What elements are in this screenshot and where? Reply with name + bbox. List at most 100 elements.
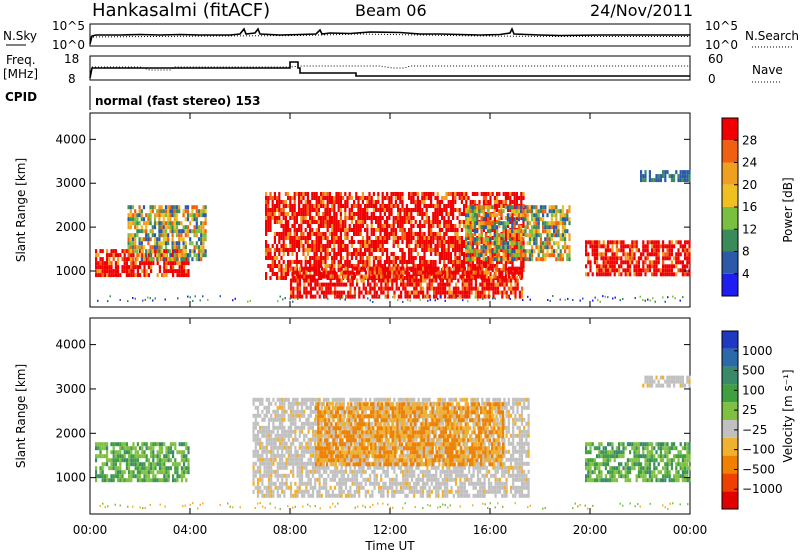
power-cell [344,216,347,220]
power-cell [611,244,614,249]
power-cell [564,241,567,246]
power-cell [515,276,518,280]
power-cell [412,232,415,236]
power-cell [278,252,281,256]
power-cell [489,196,492,200]
power-cell [315,256,318,260]
velocity-cell [261,493,264,498]
power-cell [375,244,378,248]
power-cell [465,196,468,200]
power-ground-cell [152,299,154,302]
power-cell [473,225,476,230]
power-cell [172,273,175,278]
power-cell [460,240,463,244]
velocity-cell [303,413,306,418]
power-cell [267,200,270,204]
velocity-cell [327,437,330,442]
power-cell [620,248,623,253]
velocity-cell [141,478,144,483]
power-cell [474,274,477,279]
power-cell [489,260,492,264]
power-cell [622,240,625,245]
power-cell [379,256,382,260]
power-cell [673,174,676,179]
power-cell [353,240,356,244]
velocity-cell [95,454,98,459]
velocity-cell [316,489,319,494]
velocity-cell [165,446,168,451]
power-cell [134,241,137,246]
power-cell [640,272,643,277]
velocity-cell [139,470,142,475]
power-cell [101,269,104,274]
power-ground-cell [344,298,346,301]
power-cell [637,260,640,265]
velocity-cell [307,421,310,426]
velocity-cell [327,453,330,458]
power-cell [386,236,389,240]
power-ground-cell [142,299,144,302]
velocity-cell [117,466,120,471]
power-cell [183,261,186,266]
velocity-cell [294,437,297,442]
power-cell [417,282,420,287]
power-cell [511,225,514,230]
power-cell [666,252,669,257]
power-cell [302,204,305,208]
power-cell [443,244,446,248]
power-cell [303,274,306,279]
power-cell [419,240,422,244]
power-cell [445,228,448,232]
power-cell [174,269,177,274]
power-cell [480,229,483,234]
power-cell [405,236,408,240]
velocity-cell [263,473,266,478]
power-cell [423,200,426,204]
velocity-cell [150,442,153,447]
velocity-cell [318,477,321,482]
power-cell [394,240,397,244]
power-cell [287,228,290,232]
power-cell [494,282,497,287]
power-cell [326,212,329,216]
power-cell [591,244,594,249]
power-cell [357,228,360,232]
power-cell [637,248,640,253]
power-cell [531,213,534,218]
power-cell [447,192,450,196]
power-cell [282,244,285,248]
velocity-cell [283,489,286,494]
power-cell [517,241,520,246]
power-ground-cell [439,295,441,298]
power-cell [404,294,407,299]
power-cell [408,216,411,220]
velocity-cell [314,437,317,442]
power-cell [609,264,612,269]
power-cell [265,244,268,248]
power-cell [397,212,400,216]
power-cell [526,249,529,254]
power-ground-cell [327,297,329,300]
velocity-cell [287,425,290,430]
power-cell [339,256,342,260]
power-cell [522,192,525,196]
velocity-cell [296,405,299,410]
velocity-cell [252,477,255,482]
velocity-cell [139,446,142,451]
velocity-panel: Slant Range [km] Time UT [14,317,691,553]
power-cell [153,213,157,218]
power-cell [296,286,299,291]
power-cell [675,256,678,261]
power-cell [441,270,444,275]
power-cell [312,286,315,291]
power-cell [642,244,645,249]
power-cell [496,204,499,208]
power-cell [381,224,384,228]
power-cell [405,264,408,268]
power-cell [315,204,318,208]
power-cell [136,245,139,250]
power-cell [421,256,424,260]
power-cell [548,237,551,242]
power-cell [507,294,510,299]
power-cell [495,237,498,242]
